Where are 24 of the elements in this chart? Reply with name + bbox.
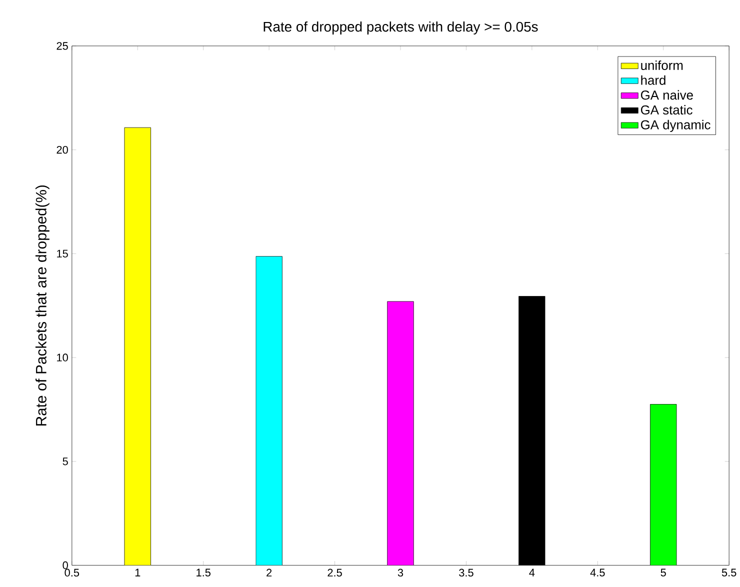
y-axis-title: Rate of Packets that are dropped(%)	[35, 185, 50, 426]
y-tick-label: 25	[56, 42, 68, 50]
x-tick-label: 1	[135, 568, 140, 576]
x-tick-label: 4	[529, 568, 535, 576]
x-tick-label: 1.5	[196, 568, 210, 576]
legend-label: GA dynamic	[640, 120, 710, 132]
legend-label: uniform	[641, 60, 683, 70]
legend-label: hard	[641, 75, 666, 85]
x-tick-label: 3.5	[459, 568, 474, 576]
y-tick-label: 15	[57, 250, 68, 258]
x-tick-label: 2	[266, 568, 272, 576]
legend-label: GA naive	[640, 90, 693, 100]
y-tick-label: 0	[62, 561, 68, 570]
chart-title: Rate of dropped packets with delay >= 0.05s	[264, 21, 538, 34]
x-tick-label: 4.5	[590, 568, 605, 576]
x-tick-label: 3	[398, 568, 404, 576]
x-tick-label: 0.5	[64, 568, 80, 576]
y-tick-label: 10	[57, 354, 68, 362]
legend-label: GA static	[640, 104, 692, 114]
y-tick-label: 20	[56, 146, 68, 154]
x-tick-label: 2.5	[328, 568, 342, 576]
y-tick-label: 5	[62, 457, 68, 466]
x-tick-label: 5	[660, 568, 666, 576]
x-tick-label: 5.5	[722, 568, 736, 576]
